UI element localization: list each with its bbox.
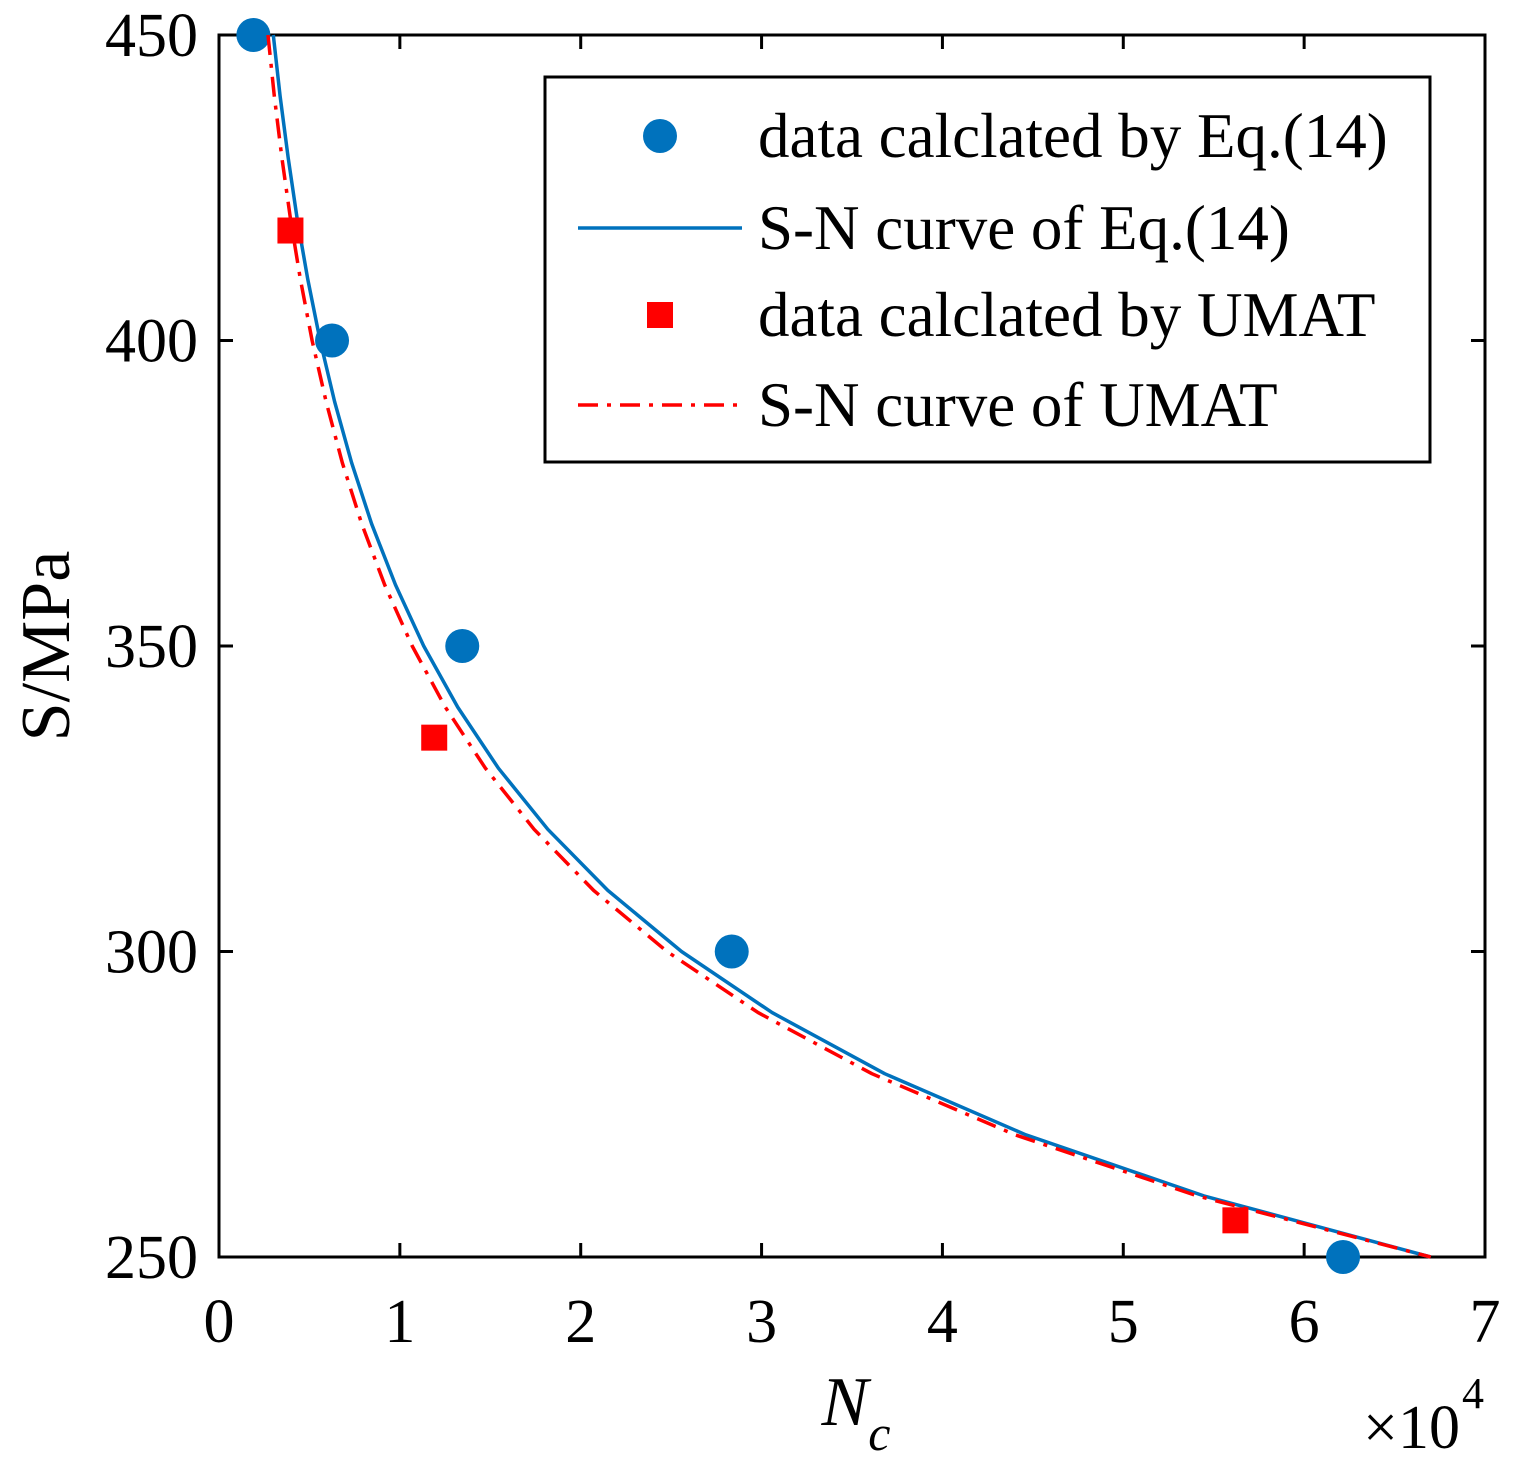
axes: 0 1 2 3 4 5 6 7 250 300 350 400 450 [105,2,1501,1356]
legend-label-eq14-curve: S-N curve of Eq.(14) [758,193,1290,263]
legend-square-marker-icon [647,302,673,328]
y-tick-label: 450 [105,2,198,70]
y-axis-ticks: 250 300 350 400 450 [105,2,1485,1292]
eq14-data-point [714,934,749,969]
y-tick-label: 300 [105,919,198,987]
x-tick-label: 2 [565,1288,596,1356]
x-axis-label-subscript: c [868,1405,890,1461]
umat-data-point [277,217,304,244]
x-tick-label: 7 [1470,1288,1501,1356]
plot-data [236,18,1432,1274]
x-tick-label: 4 [927,1288,958,1356]
x-axis-ticks: 0 1 2 3 4 5 6 7 [204,35,1501,1356]
legend: data calclated by Eq.(14) S-N curve of E… [543,75,1432,464]
x-tick-label: 6 [1289,1288,1320,1356]
eq14-data-point [236,18,271,52]
legend-box [543,75,1432,464]
x-tick-label: 3 [746,1288,777,1356]
umat-data-point [421,724,448,751]
umat-data-point [1222,1207,1249,1234]
umat-sn-curve [266,34,1432,1259]
x-tick-label: 0 [204,1288,235,1356]
y-axis-label: S/MPa [8,551,85,742]
legend-label-umat-data: data calclated by UMAT [758,280,1376,350]
eq14-data-point [445,629,480,663]
umat-data-points [277,217,1249,1234]
y-tick-label: 350 [105,613,198,681]
legend-circle-marker-icon [643,119,677,153]
x-axis-label: Nc [821,1364,891,1461]
eq14-data-point [1326,1240,1361,1274]
legend-label-umat-curve: S-N curve of UMAT [758,370,1278,440]
x-tick-label: 1 [384,1288,415,1356]
x-tick-label: 5 [1108,1288,1139,1356]
y-tick-label: 400 [105,308,198,376]
eq14-data-points [236,18,1361,1274]
y-tick-label: 250 [105,1224,198,1292]
x-axis-label-main: N [821,1364,872,1441]
x-axis-multiplier: ×10 [1363,1394,1460,1462]
x-axis-multiplier-exponent: 4 [1462,1369,1484,1418]
legend-label-eq14-data: data calclated by Eq.(14) [758,101,1388,171]
